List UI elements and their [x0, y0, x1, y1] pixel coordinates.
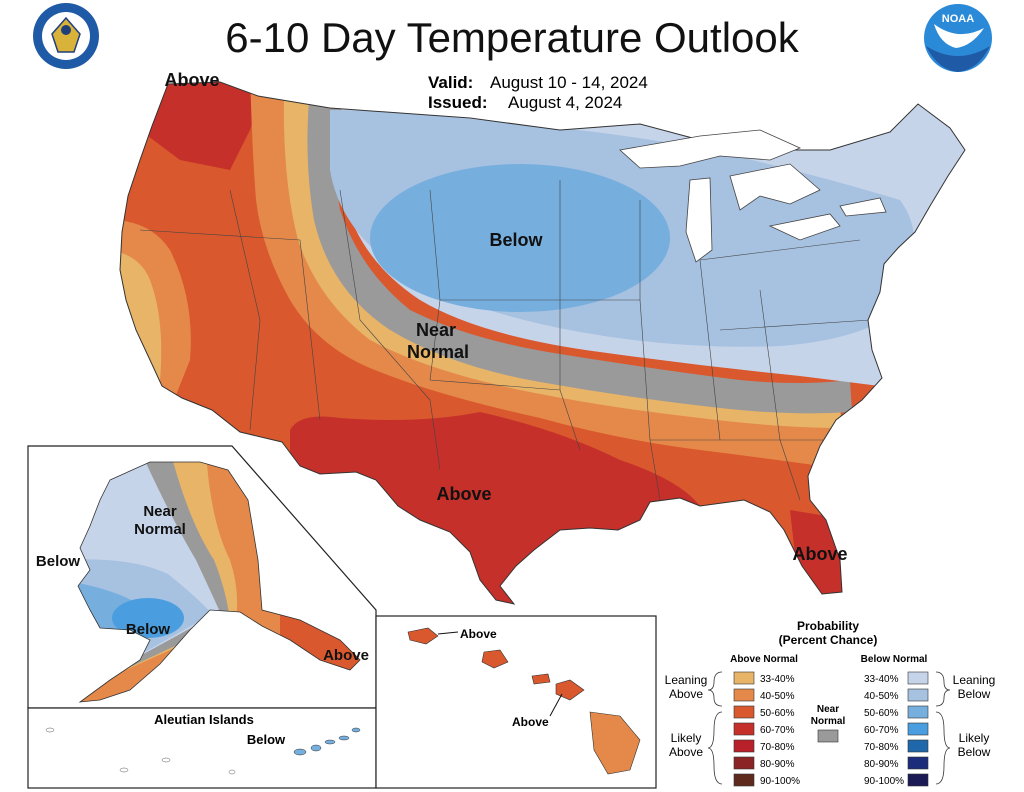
- hawaii-islands: [407, 627, 641, 775]
- legend-likely-below-2: Below: [958, 745, 991, 759]
- legend-below-swatch: [907, 705, 929, 719]
- legend-above-swatch: [733, 671, 755, 685]
- legend-below-swatch: [907, 688, 929, 702]
- conus-label-above-fl: Above: [792, 544, 847, 564]
- legend-above-range-label: 90-100%: [760, 776, 800, 787]
- legend-above-header: Above Normal: [730, 654, 798, 665]
- valid-label: Valid:: [428, 73, 473, 92]
- legend-below-range-label: 50-60%: [864, 708, 899, 719]
- left-seal: [33, 3, 99, 69]
- legend-near-1: Near: [817, 704, 839, 715]
- hi-label-above-bottom: Above: [512, 715, 549, 729]
- conus-label-above-south: Above: [436, 484, 491, 504]
- legend-near-2: Normal: [811, 716, 846, 727]
- legend-leaning-above-1: Leaning: [665, 673, 708, 687]
- legend-above-range-label: 60-70%: [760, 725, 795, 736]
- state-borders: [139, 180, 871, 501]
- legend-above-swatch: [733, 756, 755, 770]
- conus-label-below: Below: [489, 230, 543, 250]
- legend-below-swatch: [907, 756, 929, 770]
- legend-title-2: (Percent Chance): [779, 633, 878, 647]
- legend-above-swatch: [733, 705, 755, 719]
- legend-above-swatch: [733, 773, 755, 787]
- legend-above-range-label: 70-80%: [760, 742, 795, 753]
- legend-below-range-label: 60-70%: [864, 725, 899, 736]
- legend-below-header: Below Normal: [861, 654, 928, 665]
- legend-above-range-label: 33-40%: [760, 674, 795, 685]
- legend-below-swatch: [907, 722, 929, 736]
- legend-likely-below-1: Likely: [959, 731, 990, 745]
- legend-leaning-below-1: Leaning: [953, 673, 996, 687]
- noaa-logo: NOAA: [924, 4, 992, 72]
- legend-leaning-below-2: Below: [958, 687, 991, 701]
- legend-below-range-label: 40-50%: [864, 691, 899, 702]
- ak-label-below-west: Below: [36, 553, 81, 570]
- legend-likely-above-2: Above: [669, 745, 703, 759]
- alaska-outline: [77, 461, 361, 703]
- great-lakes: [619, 129, 887, 263]
- issued-value: August 4, 2024: [508, 93, 622, 112]
- ak-label-near-1: Near: [143, 503, 177, 520]
- legend-likely-above-1: Likely: [671, 731, 702, 745]
- legend-above-swatch: [733, 739, 755, 753]
- aleutian-islands: [293, 727, 361, 756]
- legend-above-swatch: [733, 722, 755, 736]
- legend-below-range-label: 90-100%: [864, 776, 904, 787]
- conus-label-above-nw: Above: [164, 70, 219, 90]
- conus-outline: [119, 81, 966, 605]
- legend-title-1: Probability: [797, 619, 859, 633]
- aleutian-title: Aleutian Islands: [154, 712, 254, 727]
- noaa-logo-text: NOAA: [942, 13, 974, 25]
- legend-below-swatch: [907, 671, 929, 685]
- legend-near-swatch: [817, 729, 839, 743]
- legend-below-swatch: [907, 773, 929, 787]
- legend-below-range-label: 80-90%: [864, 759, 899, 770]
- page-title: 6-10 Day Temperature Outlook: [225, 14, 800, 61]
- conus-label-near-2: Normal: [407, 342, 469, 362]
- conus-label-near-1: Near: [416, 320, 456, 340]
- ak-label-below-south: Below: [126, 621, 171, 638]
- legend-leaning-above-2: Above: [669, 687, 703, 701]
- valid-value: August 10 - 14, 2024: [490, 73, 648, 92]
- legend-below-range-label: 33-40%: [864, 674, 899, 685]
- legend-above-range-label: 40-50%: [760, 691, 795, 702]
- ak-label-above-se: Above: [323, 647, 369, 664]
- legend-above-range-label: 80-90%: [760, 759, 795, 770]
- legend-below-range-label: 70-80%: [864, 742, 899, 753]
- legend-above-swatch: [733, 688, 755, 702]
- ak-label-near-2: Normal: [134, 521, 186, 538]
- legend-above-range-label: 50-60%: [760, 708, 795, 719]
- legend: Probability (Percent Chance) Above Norma…: [665, 619, 996, 787]
- aleutian-label-below: Below: [247, 732, 286, 747]
- legend-below-swatch: [907, 739, 929, 753]
- hi-label-above-top: Above: [460, 627, 497, 641]
- issued-label: Issued:: [428, 93, 488, 112]
